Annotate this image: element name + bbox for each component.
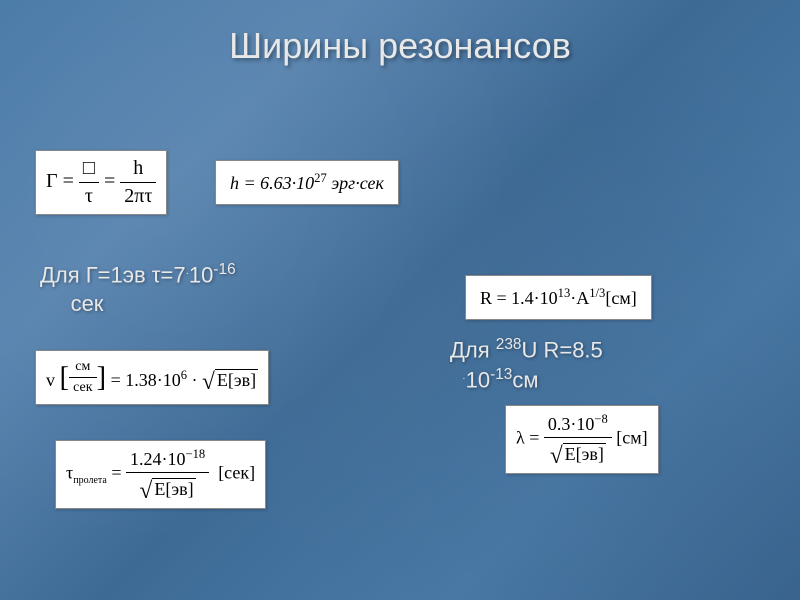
tau-units: [сек] xyxy=(218,463,255,483)
lambda-num-exp: −8 xyxy=(594,412,607,426)
t2-238: 238 xyxy=(496,336,522,353)
v-sqrt: √ E[эв] xyxy=(202,366,258,393)
lambda-frac: 0.3·10−8 √ E[эв] xyxy=(544,412,612,467)
bracket-close-icon: ] xyxy=(97,366,107,389)
formula-tau-flight: τпролета = 1.24·10−18 √ E[эв] [сек] xyxy=(55,440,266,509)
tau-sqrt: √ E[эв] xyxy=(140,475,196,502)
h-exp: 27 xyxy=(314,171,327,185)
tau-num-a: 1.24·10 xyxy=(130,449,186,469)
lambda-den: √ E[эв] xyxy=(544,438,612,467)
v-unit-frac: см сек xyxy=(69,359,96,396)
tau-den: √ E[эв] xyxy=(126,473,209,502)
gamma-frac1: □ τ xyxy=(79,157,99,208)
formula-radius: R = 1.4·1013·A1/3[см] xyxy=(465,275,652,320)
lambda-sqrt: √ E[эв] xyxy=(550,440,606,467)
v-sqrt-content: E[эв] xyxy=(215,369,258,391)
R-mid: ·A xyxy=(570,288,589,308)
lambda-num-a: 0.3·10 xyxy=(548,414,595,434)
t1-sek: сек xyxy=(64,291,103,316)
t1-exp: -16 xyxy=(213,261,235,278)
tau-num-exp: −18 xyxy=(185,447,205,461)
v-unit-num: см xyxy=(69,359,96,378)
gamma-frac2: h 2πτ xyxy=(120,157,156,208)
formula-velocity: v [ см сек ] = 1.38·106 · √ E[эв] xyxy=(35,350,269,405)
R-units: [см] xyxy=(605,288,636,308)
t2-U: U R=8.5 xyxy=(521,337,602,362)
gamma-f2-den: 2πτ xyxy=(120,183,156,208)
sqrt-icon: √ xyxy=(140,478,153,505)
v-bracket: [ см сек ] xyxy=(60,359,107,396)
slide-title: Ширины резонансов xyxy=(229,25,571,67)
formula-gamma: Γ = □ τ = h 2πτ xyxy=(35,150,167,215)
v-letter: v xyxy=(46,370,55,390)
gamma-f2-num: h xyxy=(120,157,156,183)
t1-dot: · xyxy=(186,268,189,279)
t2-cm: см xyxy=(512,367,538,392)
t1-10: 10 xyxy=(189,262,213,287)
v-exp: 6 xyxy=(181,368,187,382)
lambda-letter: λ xyxy=(516,428,525,448)
sqrt-icon: √ xyxy=(202,369,215,396)
sqrt-icon: √ xyxy=(550,443,563,470)
t2-pre: Для xyxy=(450,337,496,362)
R-pre: R = 1.4·10 xyxy=(480,288,558,308)
R-exp2: 1/3 xyxy=(589,286,605,300)
v-unit-den: сек xyxy=(69,378,96,396)
R-exp: 13 xyxy=(558,286,571,300)
h-pre: h = 6.63·10 xyxy=(230,173,314,193)
tau-frac: 1.24·10−18 √ E[эв] xyxy=(126,447,209,502)
formula-lambda: λ = 0.3·10−8 √ E[эв] [см] xyxy=(505,405,659,474)
lambda-num: 0.3·10−8 xyxy=(544,412,612,438)
tau-sqrt-content: E[эв] xyxy=(152,478,195,500)
lambda-units: [см] xyxy=(616,428,647,448)
gamma-f1-num: □ xyxy=(79,157,99,183)
text-uranium-condition: Для 238U R=8.5 ·10-13см xyxy=(450,335,710,395)
h-units: эрг·сек xyxy=(327,173,384,193)
lambda-sqrt-content: E[эв] xyxy=(563,443,606,465)
text-gamma-condition: Для Г=1эв τ=7·10-16 сек xyxy=(40,260,260,319)
t2-dot: · xyxy=(462,373,465,384)
t1-line1: Для Г=1эв τ=7 xyxy=(40,262,186,287)
formula-h-constant: h = 6.63·1027 эрг·сек xyxy=(215,160,399,205)
t2-exp: -13 xyxy=(490,366,512,383)
tau-num: 1.24·10−18 xyxy=(126,447,209,473)
v-eq: = 1.38·10 xyxy=(111,370,181,390)
gamma-lhs: Γ xyxy=(46,170,58,192)
bracket-open-icon: [ xyxy=(60,366,70,389)
gamma-f1-den: τ xyxy=(79,183,99,208)
v-dot: · xyxy=(192,370,198,390)
t2-10: 10 xyxy=(466,367,490,392)
tau-sub: пролета xyxy=(73,475,107,486)
